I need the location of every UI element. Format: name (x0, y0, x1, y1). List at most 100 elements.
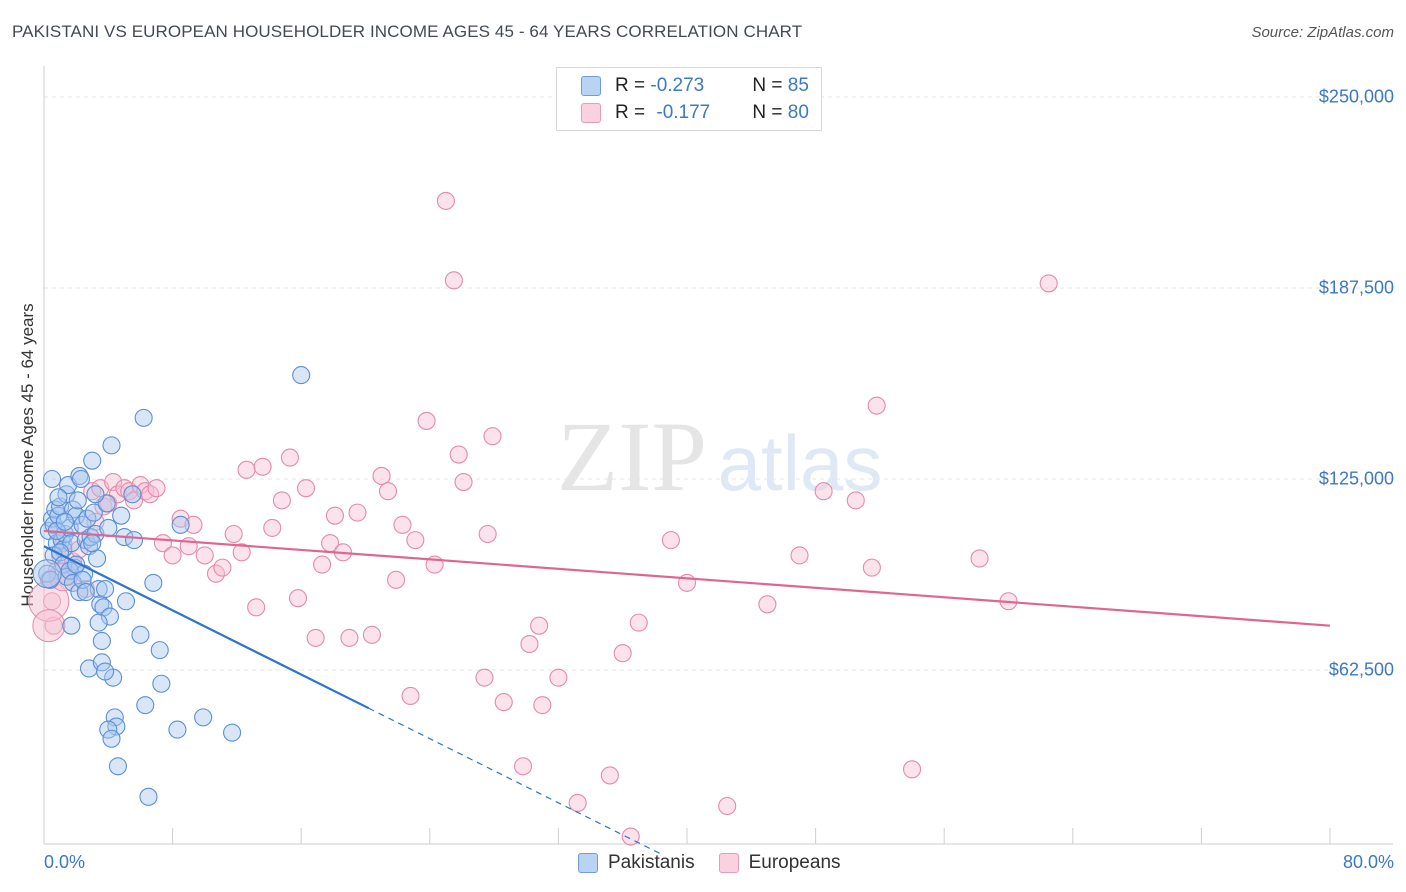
pakistani-point (86, 485, 105, 504)
european-point (494, 693, 513, 712)
legend-r-label: R = (615, 102, 651, 123)
legend-n-label: N = (752, 102, 788, 123)
pakistani-point (171, 515, 190, 534)
european-point (372, 466, 391, 485)
legend-row-pakistanis: R = -0.273 N = 85 (581, 74, 809, 98)
pakistani-point (68, 491, 87, 510)
european-point (846, 491, 865, 510)
european-point (232, 543, 251, 562)
pakistani-point (49, 488, 68, 507)
pakistani-point (42, 469, 62, 489)
pakistani-trend-extension (368, 707, 664, 856)
bottom-legend-swatch-pakistanis (578, 853, 598, 873)
european-point (718, 796, 737, 816)
european-point (378, 482, 398, 501)
european-point (340, 628, 359, 647)
european-point (449, 445, 468, 464)
chart-title: PAKISTANI VS EUROPEAN HOUSEHOLDER INCOME… (12, 22, 803, 41)
y-tick-label: $187,500 (1318, 277, 1394, 298)
european-point (296, 479, 316, 498)
legend-n-value: 85 (787, 75, 809, 96)
european-point (280, 448, 299, 467)
european-point (195, 546, 214, 565)
x-tick-min: 0.0% (44, 852, 86, 872)
european-point (272, 491, 291, 510)
european-point (475, 668, 494, 687)
european-point (237, 460, 256, 479)
european-point (163, 546, 182, 565)
european-point (348, 503, 367, 522)
european-point (253, 457, 272, 476)
pakistani-point (223, 723, 242, 742)
european-point (533, 696, 552, 715)
bottom-legend-swatch-europeans (718, 853, 739, 873)
pakistani-point (83, 451, 102, 470)
european-point (406, 531, 425, 550)
pakistani-point (168, 720, 187, 739)
european-point (568, 793, 587, 812)
pakistani-point (150, 641, 169, 660)
pakistani-point (292, 366, 311, 385)
european-point (520, 634, 539, 654)
pakistani-point (76, 583, 95, 602)
pakistani-point (81, 528, 100, 547)
pakistani-point (194, 708, 213, 727)
european-point (306, 628, 325, 647)
pakistani-trend-line (43, 545, 370, 710)
pakistani-point (100, 607, 119, 626)
european-point (1039, 274, 1058, 293)
pakistani-point (102, 729, 121, 748)
european-point (600, 766, 619, 785)
x-tick-max: 80.0% (1342, 852, 1394, 872)
european-point (184, 515, 203, 534)
european-point (758, 595, 777, 614)
european-point (814, 482, 833, 501)
bottom-legend: Pakistanis Europeans (578, 852, 865, 874)
european-point (629, 613, 648, 632)
european-point (224, 524, 243, 544)
y-tick-label: $62,500 (1328, 659, 1394, 680)
pakistani-point (67, 506, 86, 525)
bottom-legend-pakistanis: Pakistanis (578, 852, 695, 874)
legend-swatch-europeans (581, 103, 601, 123)
european-point (120, 482, 139, 501)
bottom-legend-label-pakistanis: Pakistanis (608, 852, 695, 873)
axes (43, 66, 1393, 845)
pakistani-point (136, 696, 155, 715)
grid-lines (44, 96, 1393, 671)
pakistani-point (134, 408, 153, 427)
legend-n-label: N = (752, 75, 788, 96)
pakistani-point (108, 757, 127, 776)
pakistani-point (70, 466, 89, 485)
european-point (549, 668, 568, 687)
european-point (362, 625, 381, 644)
y-tick-label: $125,000 (1318, 468, 1394, 489)
legend-r-value: -0.177 (656, 102, 711, 123)
pakistani-point (83, 534, 102, 553)
european-point (902, 760, 922, 779)
pakistani-point (89, 613, 108, 632)
pakistani-point (55, 512, 74, 531)
y-tick-label: $250,000 (1318, 86, 1394, 107)
european-point (386, 570, 406, 589)
european-point (313, 555, 332, 574)
pakistani-point (152, 674, 171, 693)
european-point (444, 271, 463, 290)
european-point (613, 644, 632, 663)
european-point (513, 757, 533, 776)
european-point (454, 473, 473, 492)
bottom-legend-label-europeans: Europeans (748, 852, 841, 873)
european-point (213, 558, 232, 577)
pakistani-point (144, 573, 163, 592)
european-point (436, 191, 455, 210)
european-point (147, 479, 166, 498)
pakistani-point (63, 573, 82, 592)
european-point (530, 616, 549, 635)
european-point (661, 531, 680, 550)
bottom-legend-europeans: Europeans (718, 852, 841, 874)
pakistani-point (96, 662, 115, 681)
european-trend-line (43, 529, 1331, 627)
european-point (393, 515, 412, 534)
trend-lines (43, 529, 1331, 856)
